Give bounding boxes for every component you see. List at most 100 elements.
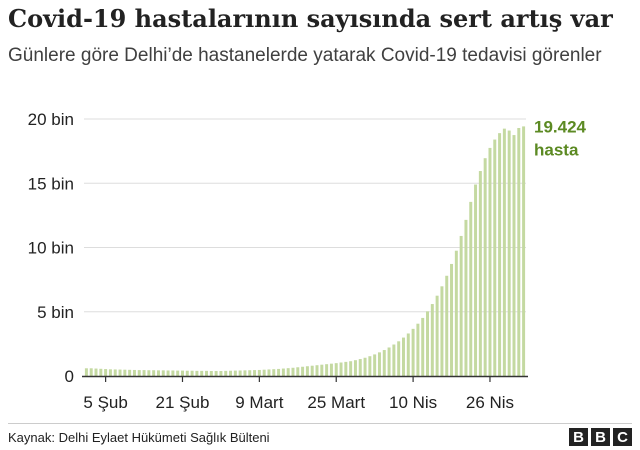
bar	[320, 364, 324, 376]
x-tick-label: 26 Nis	[466, 393, 514, 412]
y-tick-label: 5 bin	[37, 303, 74, 322]
y-tick-label: 20 bin	[28, 110, 74, 129]
bar	[181, 370, 184, 376]
bar	[402, 337, 405, 376]
footer-divider	[8, 423, 632, 424]
latest-value-annotation: 19.424 hasta	[534, 117, 587, 159]
bar	[229, 370, 233, 376]
bar	[392, 344, 396, 376]
bar	[426, 311, 429, 376]
bar	[377, 352, 381, 376]
bar	[310, 365, 314, 376]
bar	[185, 370, 189, 376]
bar	[89, 368, 93, 376]
bar	[358, 359, 362, 376]
bar	[171, 370, 175, 376]
bar	[368, 356, 372, 376]
bar	[382, 350, 386, 376]
bar	[464, 219, 468, 376]
bar	[315, 365, 319, 376]
bar	[248, 370, 252, 376]
bar	[152, 370, 156, 376]
bar	[363, 357, 367, 376]
bar	[445, 275, 449, 376]
bar	[334, 363, 338, 376]
bar	[450, 263, 454, 376]
x-axis-tick-labels: 5 Şub 21 Şub 9 Mart 25 Mart 10 Nis 26 Nis	[83, 393, 514, 412]
bar	[483, 158, 487, 376]
x-tick-label: 21 Şub	[156, 393, 210, 412]
bar	[262, 369, 266, 376]
bar	[296, 367, 300, 376]
bar	[113, 369, 117, 376]
bar	[132, 369, 136, 376]
bar	[190, 370, 194, 376]
y-tick-label: 0	[65, 367, 74, 386]
bar	[454, 250, 458, 376]
bar	[435, 295, 439, 376]
bar	[195, 370, 199, 376]
bar	[421, 317, 425, 376]
bar	[488, 147, 492, 376]
bar	[137, 370, 141, 376]
bar	[502, 128, 506, 376]
bar	[512, 135, 516, 376]
bar	[142, 370, 146, 376]
bar	[224, 370, 228, 376]
bar	[94, 368, 98, 376]
bbc-logo-letter: B	[591, 428, 610, 446]
bar	[411, 328, 415, 376]
bar	[478, 171, 482, 376]
chart-subtitle: Günlere göre Delhi’de hastanelerde yatar…	[8, 45, 602, 66]
bbc-logo-letter: C	[613, 428, 632, 446]
bar	[219, 370, 223, 376]
bar	[238, 370, 242, 376]
bar	[253, 370, 257, 376]
y-axis-tick-labels: 0 5 bin 10 bin 15 bin 20 bin	[28, 110, 74, 386]
bar	[104, 369, 108, 376]
bar	[281, 368, 285, 376]
bar	[128, 369, 132, 376]
bar	[147, 370, 151, 376]
bar	[277, 368, 281, 376]
x-tick-label: 9 Mart	[235, 393, 283, 412]
bar	[214, 370, 218, 376]
x-axis	[82, 375, 528, 382]
bar	[339, 362, 343, 376]
bar	[257, 369, 261, 376]
bbc-logo-letter: B	[569, 428, 588, 446]
bar	[406, 333, 410, 376]
bar	[156, 370, 160, 376]
bar	[301, 366, 305, 376]
bar	[430, 304, 434, 376]
source-note: Kaynak: Delhi Eylaet Hükümeti Sağlık Bül…	[8, 430, 270, 445]
bar	[344, 361, 348, 376]
bar	[108, 369, 112, 376]
bar	[474, 184, 478, 376]
bar	[353, 360, 357, 376]
bar	[123, 369, 127, 376]
bar	[387, 347, 391, 376]
annotation-unit: hasta	[534, 140, 579, 159]
bar	[522, 126, 526, 377]
bar	[349, 361, 353, 376]
bbc-logo: B B C	[569, 428, 632, 446]
bar	[166, 370, 170, 376]
bar	[99, 368, 103, 376]
bar	[493, 139, 497, 376]
bar	[243, 370, 247, 376]
bar	[459, 235, 463, 376]
bar	[233, 370, 237, 376]
bar	[176, 370, 180, 376]
bar	[286, 368, 290, 376]
x-tick-label: 25 Mart	[307, 393, 365, 412]
bar	[305, 366, 309, 376]
bars	[84, 126, 526, 377]
bar	[209, 370, 213, 376]
bar	[507, 130, 511, 376]
chart-title: Covid-19 hastalarının sayısında sert art…	[8, 4, 613, 33]
bar	[498, 133, 502, 376]
bar	[397, 341, 401, 376]
bar	[291, 367, 295, 376]
x-tick-label: 10 Nis	[389, 393, 437, 412]
